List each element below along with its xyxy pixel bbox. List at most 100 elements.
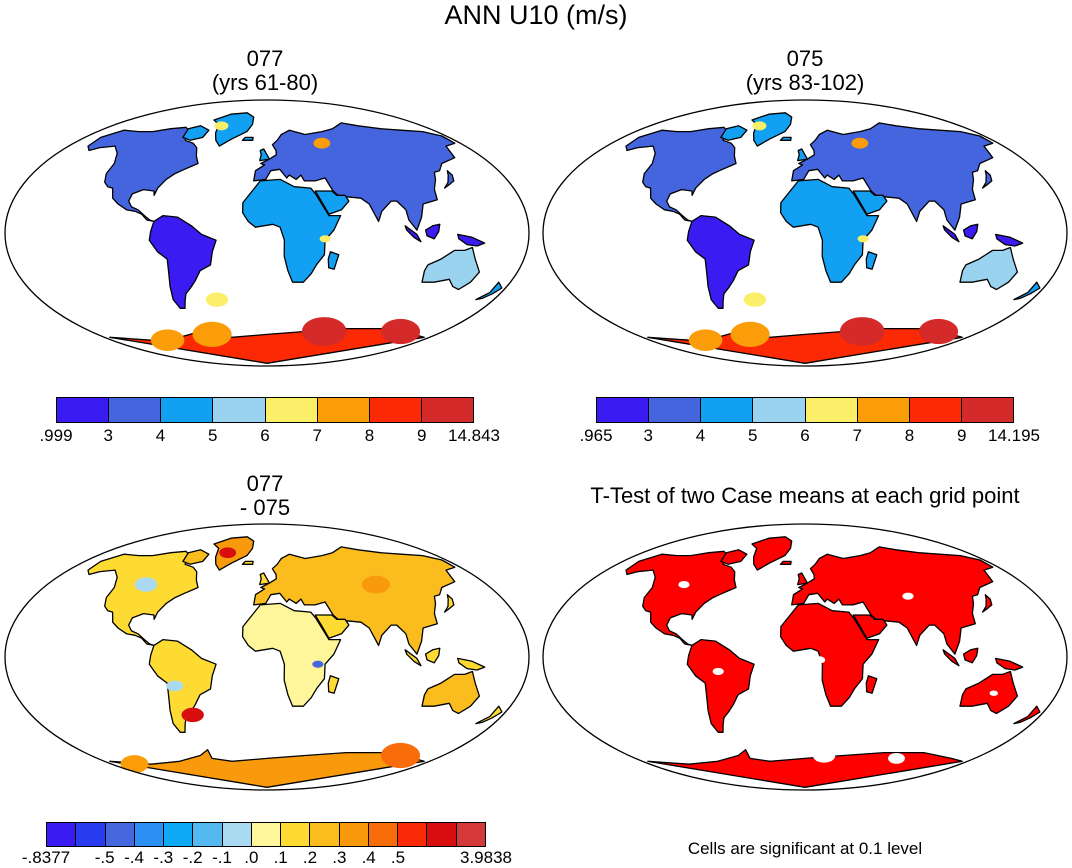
colorbar-swatch <box>164 823 194 846</box>
panel1-colorbar <box>56 397 474 423</box>
colorbar-tick-label: .5 <box>390 848 406 867</box>
land-layer <box>87 536 503 788</box>
colorbar-tick-label: .3 <box>332 848 347 867</box>
landmass-newzealand <box>475 281 503 301</box>
landmass-newguinea <box>457 233 486 247</box>
data-patch <box>730 321 770 347</box>
landmass-newguinea <box>995 233 1024 247</box>
landmass-africa <box>241 178 342 283</box>
landmass-borneo <box>962 223 979 240</box>
colorbar-swatch <box>961 398 1013 422</box>
landmass-iceland <box>241 560 254 565</box>
landmass-newzealand <box>1013 705 1041 725</box>
colorbar-swatch <box>649 398 702 422</box>
landmass-arabia <box>314 190 350 215</box>
colorbar-swatch <box>222 823 252 846</box>
colorbar-swatch <box>857 398 910 422</box>
data-patch <box>192 321 232 347</box>
data-patch <box>712 667 724 676</box>
data-patch <box>150 329 185 351</box>
data-patch <box>678 580 690 589</box>
landmass-baffin <box>182 125 210 141</box>
colorbar-swatch <box>339 823 369 846</box>
landmass-namerica <box>87 126 199 223</box>
landmass-namerica <box>87 550 199 647</box>
colorbar-tick-label: 4 <box>695 426 706 445</box>
colorbar-swatch <box>213 398 266 422</box>
data-patch <box>361 575 390 594</box>
colorbar-swatch <box>753 398 806 422</box>
landmass-antarctica <box>109 749 425 788</box>
landmass-borneo <box>424 647 441 664</box>
colorbar-swatch <box>398 823 428 846</box>
colorbar-swatch <box>57 398 110 422</box>
data-patch <box>888 752 905 764</box>
colorbar-tick-label: -.4 <box>124 848 144 867</box>
landmass-japan <box>981 170 993 189</box>
colorbar-swatch <box>47 823 77 846</box>
colorbar-tick-label: 14.843 <box>448 426 500 445</box>
data-patch <box>839 317 885 346</box>
panel4-footnote: Cells are significant at 0.1 level <box>687 839 923 858</box>
landmass-namerica <box>625 126 737 223</box>
colorbar-swatch <box>265 398 318 422</box>
data-patch <box>214 121 229 131</box>
land-layer <box>625 112 1041 364</box>
colorbar-swatch <box>456 823 485 846</box>
data-patch <box>918 318 959 345</box>
panel4-title: T-Test of two Case means at each grid po… <box>590 483 1020 508</box>
panel3-title-line1: 077 <box>246 471 284 496</box>
data-patch <box>120 755 149 774</box>
data-patch <box>380 742 421 769</box>
landmass-samerica <box>686 638 755 733</box>
colorbar-swatch <box>251 823 282 846</box>
landmass-iceland <box>779 136 792 141</box>
data-patch <box>181 707 204 723</box>
landmass-australia <box>959 246 1019 291</box>
landmass-arabia <box>852 190 888 215</box>
colorbar-tick-label: 7 <box>312 426 322 445</box>
landmass-baffin <box>720 549 748 565</box>
panel4-map <box>542 523 1068 791</box>
panel2-colorbar <box>596 397 1014 423</box>
colorbar-tick-label: -.1 <box>212 848 232 867</box>
colorbar-swatch <box>805 398 858 422</box>
panel2-title-line1: 075 <box>786 46 824 71</box>
landmass-greenland <box>751 112 793 147</box>
landmass-sumatra <box>404 225 422 243</box>
colorbar-tick-label: .1 <box>273 848 288 867</box>
colorbar-swatch <box>369 398 422 422</box>
landmass-eurasia <box>253 546 456 655</box>
landmass-sumatra <box>404 649 422 667</box>
colorbar-tick-label: -.2 <box>182 848 203 867</box>
data-patch <box>301 317 347 346</box>
colorbar-swatch <box>317 398 370 422</box>
landmass-newguinea <box>457 657 486 671</box>
data-patch <box>902 592 914 600</box>
landmass-sumatra <box>942 649 960 667</box>
landmass-greenland <box>751 536 793 571</box>
colorbar-tick-label: 6 <box>260 426 270 445</box>
landmass-samerica <box>148 214 217 309</box>
landmass-eurasia <box>253 122 456 231</box>
landmass-eurasia <box>791 546 994 655</box>
colorbar-tick-label: 3 <box>103 426 113 445</box>
landmass-samerica <box>686 214 755 309</box>
main-title: ANN U10 (m/s) <box>444 0 628 30</box>
landmass-uk <box>259 148 271 162</box>
colorbar-tick-label: .965 <box>579 426 613 445</box>
colorbar-swatch <box>161 398 214 422</box>
data-patch <box>319 235 331 243</box>
colorbar-tick-label: 5 <box>208 426 218 445</box>
colorbar-tick-label: .4 <box>361 848 376 867</box>
colorbar-swatch <box>105 823 135 846</box>
colorbar-swatch <box>368 823 399 846</box>
landmass-madagascar <box>865 675 878 694</box>
landmass-borneo <box>962 647 979 664</box>
map-border <box>542 99 1068 367</box>
land-layer <box>625 536 1041 788</box>
colorbar-swatch <box>281 823 311 846</box>
colorbar-tick-label: 3 <box>643 426 653 445</box>
data-patch <box>688 329 723 351</box>
colorbar-tick-label: 4 <box>155 426 166 445</box>
